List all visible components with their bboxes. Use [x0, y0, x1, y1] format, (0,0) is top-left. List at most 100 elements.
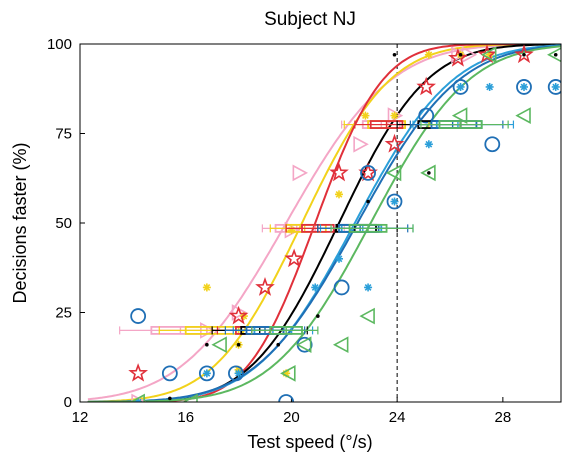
point-stroke	[362, 112, 369, 119]
x-tick-label: 24	[389, 409, 406, 426]
data-point	[452, 79, 469, 95]
point-shape	[366, 199, 370, 204]
data-point	[451, 107, 468, 124]
y-tick-label: 50	[55, 215, 72, 232]
data-point	[296, 336, 313, 353]
data-point	[332, 336, 349, 354]
point-shape	[416, 76, 436, 96]
point-shape	[547, 79, 561, 95]
data-point	[420, 164, 436, 182]
point-shape	[452, 79, 469, 95]
fit-curve	[87, 44, 561, 402]
point-shape	[386, 193, 403, 210]
point-shape	[451, 107, 468, 124]
data-point	[228, 365, 244, 382]
y-tick-label: 0	[64, 394, 72, 411]
data-point	[484, 136, 501, 153]
data-point	[335, 254, 343, 263]
point-shape	[553, 52, 558, 57]
plot-area	[87, 44, 561, 402]
x-tick-label: 20	[283, 409, 300, 426]
data-point	[416, 76, 436, 96]
data-point	[284, 248, 304, 268]
data-point	[359, 307, 375, 325]
point-shape	[427, 171, 431, 175]
x-tick-label: 16	[177, 409, 194, 426]
point-shape	[276, 342, 281, 347]
point-shape	[182, 393, 198, 402]
data-point	[333, 279, 350, 296]
data-point	[228, 305, 249, 325]
data-point	[361, 111, 370, 120]
data-point	[234, 369, 243, 378]
data-point	[448, 47, 468, 67]
point-stroke	[425, 51, 433, 59]
data-point	[295, 336, 312, 354]
point-shape	[477, 44, 497, 64]
y-tick-label: 100	[47, 36, 72, 53]
point-shape	[161, 365, 178, 382]
point-shape	[280, 365, 296, 382]
data-point	[128, 363, 149, 382]
point-shape	[129, 393, 145, 402]
point-stroke	[391, 198, 398, 205]
data-point	[198, 365, 215, 382]
point-stroke	[137, 398, 142, 402]
data-point	[477, 44, 497, 64]
point-shape	[392, 52, 397, 57]
point-shape	[333, 279, 350, 296]
point-shape	[295, 336, 312, 354]
data-point	[480, 46, 497, 64]
interval-boxplot	[251, 325, 319, 335]
interval-boxplot	[330, 223, 414, 233]
fit-curve	[87, 44, 561, 402]
point-stroke	[203, 284, 211, 291]
fit-curve	[87, 44, 561, 401]
point-shape	[458, 52, 463, 57]
point-shape	[359, 307, 375, 325]
point-stroke	[364, 284, 372, 291]
data-point	[276, 342, 281, 347]
point-shape	[484, 136, 501, 153]
point-shape	[516, 79, 532, 95]
chart-title: Subject NJ	[264, 9, 356, 30]
data-point	[211, 336, 227, 354]
point-stroke	[311, 284, 319, 291]
data-point	[236, 342, 241, 347]
data-point	[458, 52, 463, 57]
data-point	[202, 283, 211, 292]
data-point	[384, 133, 405, 153]
y-axis-title: Decisions faster (%)	[10, 142, 30, 303]
data-point	[360, 164, 376, 181]
data-point	[418, 107, 435, 124]
point-stroke	[425, 140, 433, 148]
point-shape	[384, 133, 405, 153]
point-stroke	[235, 369, 242, 377]
data-point	[522, 52, 526, 57]
data-point	[335, 190, 343, 199]
data-point	[130, 308, 147, 324]
data-point	[390, 197, 399, 206]
point-shape	[211, 336, 227, 354]
point-shape	[448, 47, 468, 67]
data-point	[456, 82, 465, 91]
data-point	[292, 164, 309, 182]
plot-frame	[79, 43, 562, 403]
point-shape	[228, 365, 244, 382]
point-shape	[329, 162, 349, 182]
data-point	[311, 283, 320, 292]
point-shape	[296, 336, 313, 353]
data-point	[551, 82, 560, 91]
point-stroke	[552, 83, 560, 91]
point-shape	[522, 52, 526, 57]
point-shape	[420, 164, 436, 182]
point-shape	[385, 164, 402, 182]
data-point	[366, 199, 370, 204]
data-point	[129, 393, 145, 402]
data-point	[424, 50, 433, 59]
point-shape	[514, 44, 534, 64]
data-point	[287, 226, 296, 235]
point-shape	[128, 363, 149, 382]
data-point	[390, 111, 399, 120]
